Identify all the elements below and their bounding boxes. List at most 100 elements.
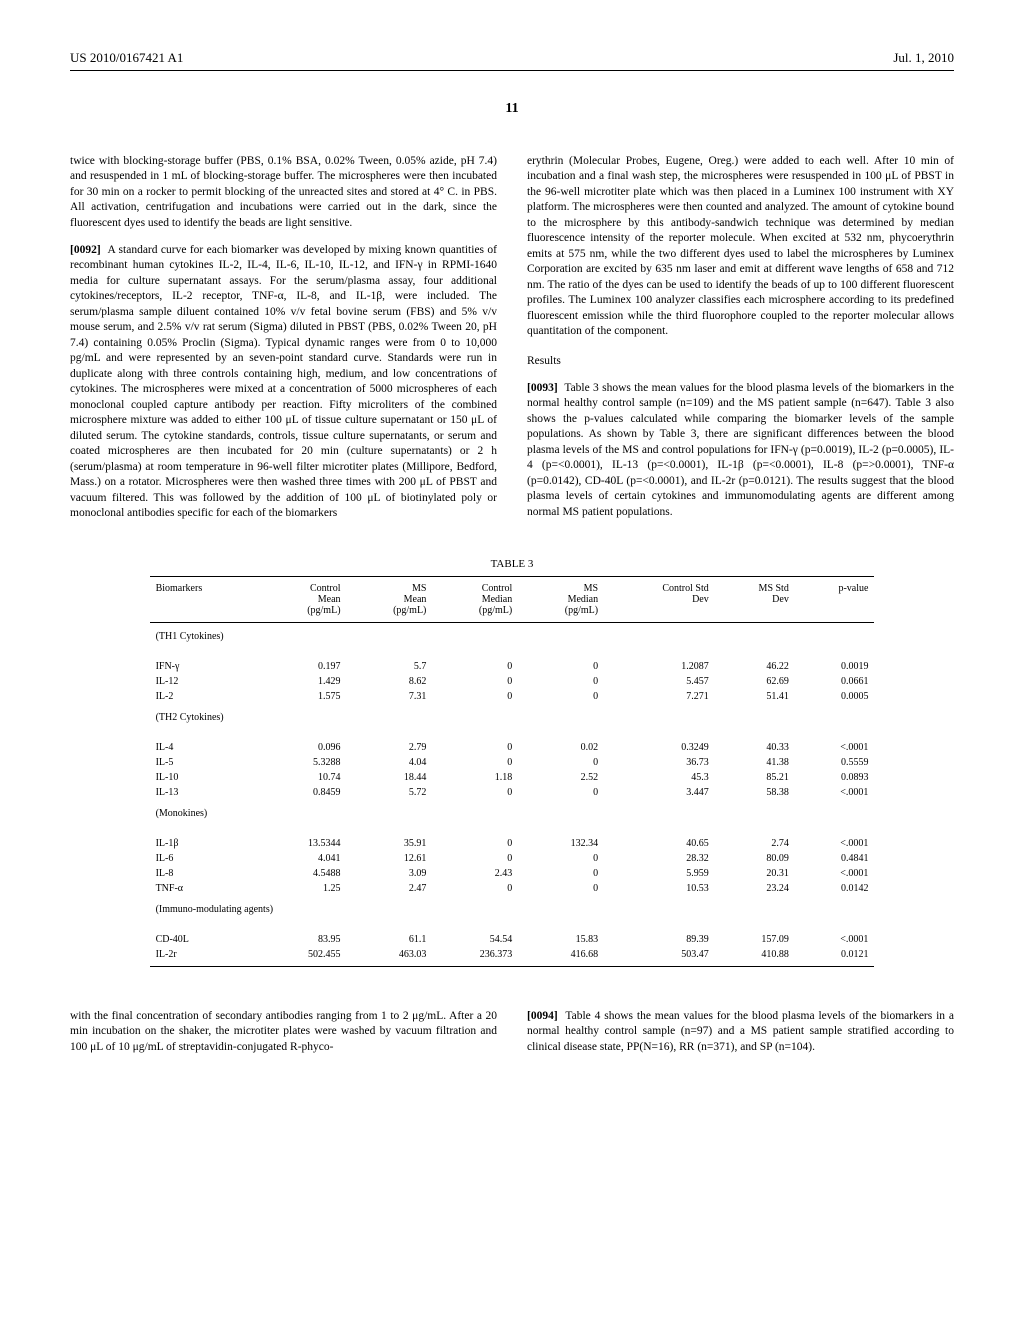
left-column: twice with blocking-storage buffer (PBS,…: [70, 142, 497, 533]
table-cell: 0: [518, 866, 604, 881]
table-cell: CD-40L: [150, 932, 261, 947]
table-cell: 0.0893: [795, 770, 875, 785]
table-cell: 0: [518, 785, 604, 800]
table-cell: 0: [518, 755, 604, 770]
table-cell: 503.47: [604, 947, 715, 962]
table-cell: 2.79: [347, 740, 433, 755]
lower-right-para: [0094] Table 4 shows the mean values for…: [527, 1009, 954, 1056]
table-cell: IL-4: [150, 740, 261, 755]
table-cell: 236.373: [432, 947, 518, 962]
table-row: IL-55.32884.040036.7341.380.5559: [150, 755, 875, 770]
table-cell: 40.33: [715, 740, 795, 755]
table-cell: 80.09: [715, 851, 795, 866]
main-columns: twice with blocking-storage buffer (PBS,…: [70, 142, 954, 533]
th-ms-std: MS StdDev: [715, 581, 795, 618]
para-label-0093: [0093]: [527, 382, 558, 394]
table-cell: 157.09: [715, 932, 795, 947]
table-cell: 36.73: [604, 755, 715, 770]
table-cell: <.0001: [795, 836, 875, 851]
left-para-2-text: A standard curve for each biomarker was …: [70, 244, 497, 520]
table-row: IL-121.4298.62005.45762.690.0661: [150, 674, 875, 689]
right-para-2-text: Table 3 shows the mean values for the bl…: [527, 382, 954, 518]
table-cell: 0.0121: [795, 947, 875, 962]
table-row: IL-64.04112.610028.3280.090.4841: [150, 851, 875, 866]
table-3: Biomarkers ControlMean(pg/mL) MSMean(pg/…: [150, 576, 875, 967]
table-cell: 58.38: [715, 785, 795, 800]
table-cell: 0: [432, 674, 518, 689]
table-cell: 61.1: [347, 932, 433, 947]
table-cell: 132.34: [518, 836, 604, 851]
table-row: IFN-γ0.1975.7001.208746.220.0019: [150, 659, 875, 674]
table-cell: 0: [432, 785, 518, 800]
table-cell: 0.8459: [261, 785, 347, 800]
table-cell: 10.74: [261, 770, 347, 785]
table-cell: 8.62: [347, 674, 433, 689]
table-cell: 0: [432, 881, 518, 896]
table-cell: 410.88: [715, 947, 795, 962]
table-cell: 3.09: [347, 866, 433, 881]
table-cell: 0: [432, 689, 518, 704]
th-pvalue: p-value: [795, 581, 875, 618]
th-biomarkers: Biomarkers: [150, 581, 261, 618]
table-cell: IL-12: [150, 674, 261, 689]
table-cell: IL-13: [150, 785, 261, 800]
table-cell: 5.7: [347, 659, 433, 674]
table-cell: 83.95: [261, 932, 347, 947]
lower-right-column: [0094] Table 4 shows the mean values for…: [527, 997, 954, 1067]
table-cell: 0.0142: [795, 881, 875, 896]
table-cell: 7.31: [347, 689, 433, 704]
table-cell: 2.52: [518, 770, 604, 785]
table-cell: 0.096: [261, 740, 347, 755]
table-cell: 0: [432, 740, 518, 755]
table-cell: 5.72: [347, 785, 433, 800]
th-ms-median: MSMedian(pg/mL): [518, 581, 604, 618]
table-cell: 0: [432, 836, 518, 851]
table-cell: 2.74: [715, 836, 795, 851]
table-cell: 45.3: [604, 770, 715, 785]
table-cell: 502.455: [261, 947, 347, 962]
table-cell: 5.457: [604, 674, 715, 689]
para-label-0094: [0094]: [527, 1010, 558, 1022]
lower-right-para-text: Table 4 shows the mean values for the bl…: [527, 1010, 954, 1053]
table-cell: IL-6: [150, 851, 261, 866]
table-cell: IFN-γ: [150, 659, 261, 674]
table-cell: IL-10: [150, 770, 261, 785]
table-cell: <.0001: [795, 932, 875, 947]
table-cell: 0.02: [518, 740, 604, 755]
table-cell: 0.197: [261, 659, 347, 674]
th-control-std: Control StdDev: [604, 581, 715, 618]
table-cell: 0: [518, 689, 604, 704]
table-cell: 2.47: [347, 881, 433, 896]
table-cell: 5.959: [604, 866, 715, 881]
table-cell: 1.429: [261, 674, 347, 689]
table-cell: 54.54: [432, 932, 518, 947]
table-row: IL-1010.7418.441.182.5245.385.210.0893: [150, 770, 875, 785]
table-cell: 5.3288: [261, 755, 347, 770]
table-row: IL-21.5757.31007.27151.410.0005: [150, 689, 875, 704]
table-row: IL-130.84595.72003.44758.38<.0001: [150, 785, 875, 800]
table-cell: 7.271: [604, 689, 715, 704]
right-para-1: erythrin (Molecular Probes, Eugene, Oreg…: [527, 154, 954, 340]
table-header-row: Biomarkers ControlMean(pg/mL) MSMean(pg/…: [150, 581, 875, 618]
table-cell: 0: [518, 659, 604, 674]
table-cell: 416.68: [518, 947, 604, 962]
table-cell: 3.447: [604, 785, 715, 800]
page-number: 11: [70, 101, 954, 117]
table-section-label: (TH2 Cytokines): [150, 704, 875, 725]
table-3-wrapper: TABLE 3 Biomarkers ControlMean(pg/mL) MS…: [150, 558, 875, 967]
table-cell: 0.0019: [795, 659, 875, 674]
lower-left-para: with the final concentration of secondar…: [70, 1009, 497, 1056]
header-rule: [70, 70, 954, 71]
table-cell: 20.31: [715, 866, 795, 881]
table-cell: IL-8: [150, 866, 261, 881]
table-row: IL-84.54883.092.4305.95920.31<.0001: [150, 866, 875, 881]
table-cell: IL-2r: [150, 947, 261, 962]
table-cell: 0: [518, 674, 604, 689]
table-cell: 13.5344: [261, 836, 347, 851]
table-cell: TNF-α: [150, 881, 261, 896]
table-cell: 0: [432, 851, 518, 866]
left-para-2: [0092] A standard curve for each biomark…: [70, 243, 497, 522]
results-heading: Results: [527, 354, 954, 370]
table-cell: 4.04: [347, 755, 433, 770]
table-row: TNF-α1.252.470010.5323.240.0142: [150, 881, 875, 896]
